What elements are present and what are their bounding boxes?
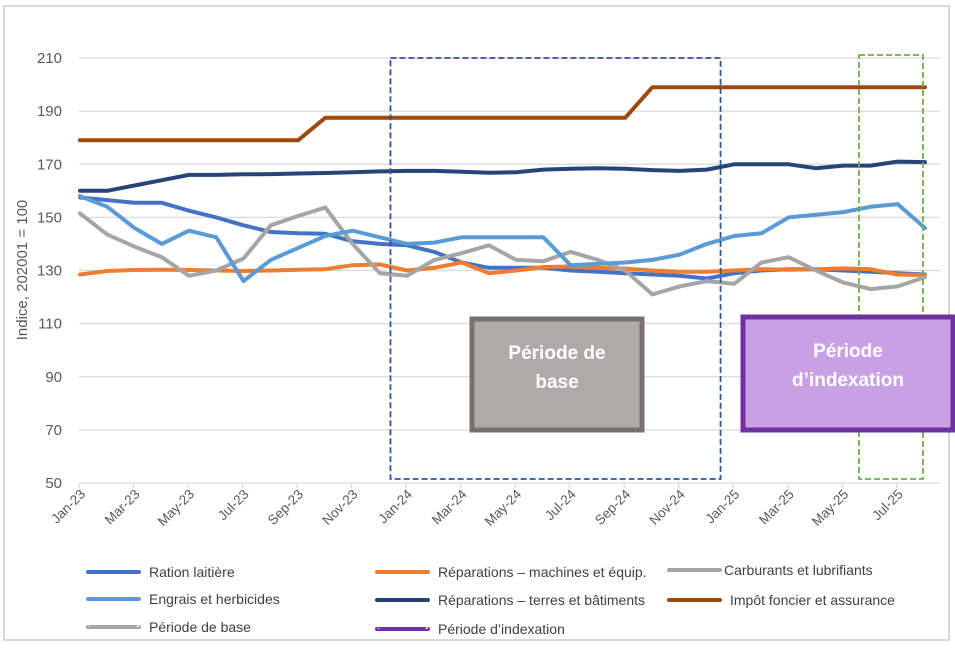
legend-swatch (86, 597, 141, 601)
series-line-engrais-et-herbicides (78, 194, 927, 284)
x-tick-label: Jan-23 (48, 487, 88, 527)
legend-label: Carburants et lubrifiants (724, 562, 873, 578)
y-tick-label: 50 (45, 475, 62, 492)
series-line-reparations-terres-et-batiments (78, 159, 927, 193)
y-tick-label: 130 (37, 263, 62, 280)
legend-swatch (86, 570, 141, 574)
y-tick-label: 190 (37, 103, 62, 120)
x-tick-label: May-23 (155, 487, 197, 529)
legend-swatch (86, 625, 141, 629)
x-tick-label: May-25 (809, 487, 851, 529)
indexation-period-callout-text: Période (813, 341, 883, 362)
series-line-carburants-et-lubrifiants (78, 205, 927, 297)
base-period-callout-text: Période de (508, 343, 605, 364)
legend-label: Engrais et herbicides (149, 591, 280, 607)
x-tick-label: Mar-25 (756, 487, 797, 528)
y-axis-ticks: 50 70 90 110 130 150 170 190 210 (37, 50, 62, 492)
legend-label: Ration laitière (149, 564, 235, 580)
legend-item: Période de base (86, 619, 251, 635)
x-tick-label: Nov-23 (319, 487, 360, 528)
y-tick-label: 90 (45, 369, 62, 386)
legend-item: Carburants et lubrifiants (667, 562, 873, 578)
x-tick-label: Nov-24 (646, 486, 688, 528)
legend-swatch (375, 570, 430, 574)
series-line-impot-foncier-et-assurance (78, 85, 927, 143)
period-regions (389, 54, 924, 480)
legend-label: Impôt foncier et assurance (730, 592, 895, 608)
annotations: Période de base Période d’indexation (469, 314, 955, 433)
legend-item: Impôt foncier et assurance (667, 592, 895, 608)
indexation-period-callout (740, 314, 955, 433)
legend-item: Période d’indexation (375, 621, 565, 637)
legend-label: Réparations – machines et équip. (438, 564, 647, 580)
legend-swatch (667, 568, 722, 572)
x-tick-label: Jul-25 (869, 487, 906, 524)
legend-label: Réparations – terres et bâtiments (438, 592, 645, 608)
base-period-callout (469, 316, 645, 433)
legend-item: Ration laitière (86, 564, 235, 580)
y-axis-label: Indice, 202001 = 100 (14, 200, 31, 341)
base-period-callout-text: base (535, 372, 578, 393)
x-tick-label: Jul-24 (542, 486, 579, 523)
indexation-period-callout-text: d’indexation (792, 370, 904, 391)
x-tick-label: Jan-25 (703, 487, 743, 527)
legend-swatch (375, 598, 430, 602)
legend-item: Réparations – terres et bâtiments (375, 592, 645, 608)
series-lines (78, 85, 927, 297)
indexation-period-region (858, 54, 924, 480)
x-axis: Jan-23 Mar-23 May-23 Jul-23 Sep-23 Nov-23 Jan-… (48, 482, 940, 529)
x-tick-label: Jul-23 (215, 487, 252, 524)
y-tick-label: 70 (45, 422, 62, 439)
legend-item: Réparations – machines et équip. (375, 564, 647, 580)
legend-label: Période d’indexation (438, 621, 565, 637)
x-tick-label: Mar-23 (102, 487, 143, 528)
x-tick-label: Jan-24 (375, 486, 415, 526)
y-tick-label: 150 (37, 209, 62, 226)
x-tick-label: Sep-24 (592, 486, 634, 528)
x-tick-label: Mar-24 (429, 486, 470, 527)
x-tick-label: May-24 (482, 486, 525, 529)
x-tick-label: Sep-23 (265, 487, 306, 528)
legend-item: Engrais et herbicides (86, 591, 280, 607)
y-tick-label: 170 (37, 156, 62, 173)
y-tick-label: 110 (38, 316, 62, 333)
base-period-region (389, 57, 722, 480)
y-tick-label: 210 (37, 50, 62, 67)
legend-label: Période de base (149, 619, 251, 635)
legend-swatch (375, 627, 430, 631)
legend-swatch (667, 598, 722, 602)
